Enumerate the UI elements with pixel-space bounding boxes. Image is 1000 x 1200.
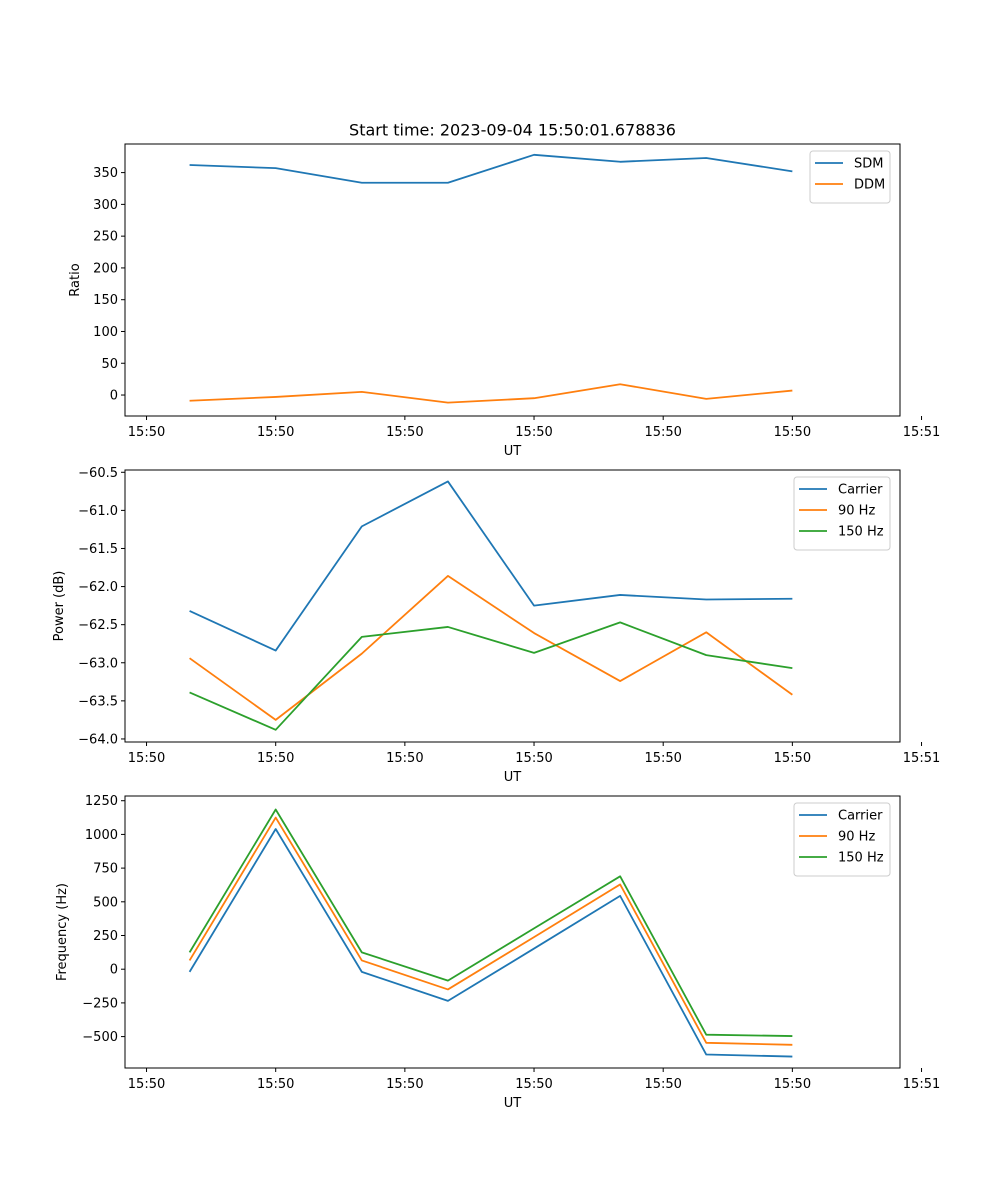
axes-frame [124,469,901,743]
y-tick-label: 0 [110,963,118,978]
y-tick-label: 0 [110,389,118,404]
x-tick-label: 15:50 [774,751,811,766]
x-tick-label: 15:50 [257,751,294,766]
x-tick-label: 15:50 [774,425,811,440]
frequency-chart: 15:50 15:50 15:50 15:50 15:50 15:50 15:51 −500 −… [55,794,940,1111]
y-axis-label: Ratio [68,263,83,296]
legend-label: 90 Hz [838,504,875,519]
y-tick-label: −61.0 [78,504,118,519]
y-tick-label: −62.0 [78,580,118,595]
legend: Carrier 90 Hz 150 Hz [793,476,891,551]
series-line-90-hz [189,575,793,721]
x-tick-label: 15:50 [128,425,165,440]
series-line-150-hz [189,621,793,731]
legend-label: 90 Hz [838,830,875,845]
x-tick-label: 15:51 [903,751,940,766]
ratio-chart: 15:50 15:50 15:50 15:50 15:50 15:50 15:51 0 50 10… [68,143,940,459]
legend: SDM DDM [809,150,891,204]
y-tick-label: 100 [93,325,118,340]
y-tick-label: −60.5 [78,466,118,481]
y-tick-label: 750 [93,862,118,877]
x-tick-label: 15:50 [257,1077,294,1092]
y-tick-label: 300 [93,198,118,213]
legend-label: 150 Hz [838,525,884,540]
x-tick-label: 15:50 [515,751,552,766]
figure-title: Start time: 2023-09-04 15:50:01.678836 [349,121,676,140]
y-tick-label: 350 [93,166,118,181]
y-tick-label: −63.5 [78,694,118,709]
x-tick-label: 15:50 [774,1077,811,1092]
y-axis-label: Frequency (Hz) [55,883,70,981]
x-tick-label: 15:50 [644,751,681,766]
x-tick-label: 15:50 [515,425,552,440]
axes-frame [124,143,901,417]
x-tick-label: 15:50 [386,751,423,766]
x-tick-label: 15:50 [257,425,294,440]
series-line-90-hz [188,816,793,1046]
legend-box [809,150,891,204]
x-tick-label: 15:51 [903,425,940,440]
power-chart: 15:50 15:50 15:50 15:50 15:50 15:50 15:51 −64.0… [52,466,940,785]
x-tick-label: 15:50 [386,1077,423,1092]
x-tick-label: 15:50 [644,1077,681,1092]
series-line-carrier [188,828,793,1058]
y-tick-label: −63.0 [78,656,118,671]
y-tick-label: 200 [93,261,118,276]
y-tick-label: −250 [82,996,118,1011]
y-tick-label: 250 [93,929,118,944]
y-tick-label: −61.5 [78,542,118,557]
y-axis-label: Power (dB) [52,571,67,642]
y-tick-label: 150 [93,293,118,308]
series-line-150-hz [188,808,793,1037]
x-axis-label: UT [504,444,522,459]
series-line-sdm [189,153,793,184]
y-tick-label: −500 [82,1030,118,1045]
legend-label: 150 Hz [838,851,884,866]
legend-label: DDM [854,178,885,193]
legend-label: Carrier [838,483,883,498]
series-line-ddm [189,383,793,404]
y-tick-label: 250 [93,230,118,245]
x-tick-label: 15:50 [515,1077,552,1092]
y-tick-label: −62.5 [78,618,118,633]
x-tick-label: 15:51 [903,1077,940,1092]
x-tick-label: 15:50 [128,751,165,766]
axes-frame [124,795,901,1069]
x-tick-label: 15:50 [644,425,681,440]
legend-label: Carrier [838,809,883,824]
y-tick-label: 1000 [85,828,118,843]
legend: Carrier 90 Hz 150 Hz [793,802,891,877]
y-tick-label: −64.0 [78,732,118,747]
x-axis-label: UT [504,1096,522,1111]
y-tick-label: 1250 [85,794,118,809]
series-line-carrier [189,480,793,652]
y-tick-label: 500 [93,895,118,910]
x-tick-label: 15:50 [128,1077,165,1092]
x-axis-label: UT [504,770,522,785]
legend-label: SDM [854,157,883,172]
y-tick-label: 50 [101,357,118,372]
x-tick-label: 15:50 [386,425,423,440]
